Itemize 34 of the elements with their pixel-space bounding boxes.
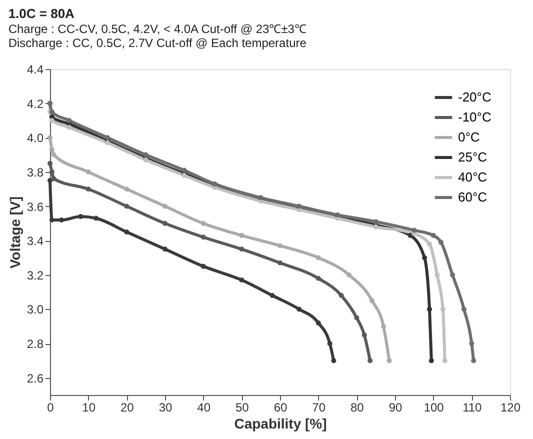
legend-label: 25°C	[458, 150, 488, 164]
y-tick-label: 3.0	[26, 302, 44, 317]
y-tick-label: 4.0	[26, 131, 44, 146]
x-tick-label: 70	[312, 400, 326, 414]
x-tick-label: 60	[274, 400, 288, 414]
legend-label: 0°C	[458, 130, 480, 144]
x-tick-label: 0	[47, 400, 54, 414]
x-tick-label: 90	[388, 400, 402, 414]
y-axis-title: Voltage [V]	[6, 196, 23, 269]
x-tick-label: 100	[424, 400, 444, 414]
chart-title: 1.0C = 80A	[8, 6, 76, 21]
y-tick-label: 3.6	[26, 200, 44, 214]
x-tick-label: 80	[350, 400, 364, 414]
y-tick-label: 4.2	[26, 96, 44, 111]
y-tick-label: 4.4	[26, 62, 44, 76]
y-tick-label: 3.8	[26, 165, 44, 180]
y-tick-label: 2.8	[26, 337, 44, 352]
x-tick-label: 50	[235, 400, 250, 414]
x-axis-title: Capability [%]	[234, 416, 327, 432]
text: Discharge : CC, 0.5C, 2.7V Cut-off @ Each temperature	[8, 36, 307, 50]
x-tick-label: 30	[158, 400, 172, 414]
y-tick-label: 3.4	[26, 234, 44, 248]
x-tick-label: 10	[82, 400, 96, 414]
legend-label: 60°C	[458, 190, 488, 204]
y-tick-label: 3.2	[26, 268, 44, 282]
legend-label: -10°C	[458, 110, 492, 124]
y-tick-label: 2.6	[26, 371, 44, 386]
legend-label: -20°C	[458, 90, 492, 104]
x-tick-label: 40	[197, 400, 211, 414]
x-tick-label: 120	[500, 400, 521, 414]
x-tick-label: 20	[120, 400, 134, 414]
legend-label: 40°C	[458, 170, 488, 184]
text: Charge : CC-CV, 0.5C, 4.2V, < 4.0A Cut-off @ 23℃±3℃	[8, 22, 306, 36]
x-tick-label: 110	[462, 400, 482, 414]
